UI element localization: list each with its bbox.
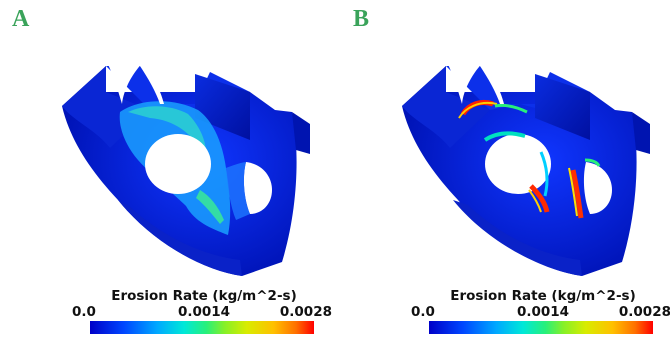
erosion-render-b xyxy=(402,60,650,276)
erosion-render-a xyxy=(62,60,310,276)
panel-b: B xyxy=(335,0,670,341)
tick-label-min: 0.0 xyxy=(72,304,96,320)
panel-a: A xyxy=(12,6,332,334)
tick-label-max: 0.0028 xyxy=(618,304,670,320)
legend-title: Erosion Rate (kg/m^2-s) xyxy=(111,288,297,304)
tick-label-max: 0.0028 xyxy=(279,304,332,320)
tick-label-min: 0.0 xyxy=(411,304,435,320)
panel-label: B xyxy=(353,6,370,32)
colorbar xyxy=(90,321,314,334)
tick-label-mid: 0.0014 xyxy=(177,304,231,320)
tick-label-mid: 0.0014 xyxy=(516,304,570,320)
panel-label: A xyxy=(12,6,30,32)
colorbar xyxy=(429,321,653,334)
legend-title: Erosion Rate (kg/m^2-s) xyxy=(450,288,636,304)
